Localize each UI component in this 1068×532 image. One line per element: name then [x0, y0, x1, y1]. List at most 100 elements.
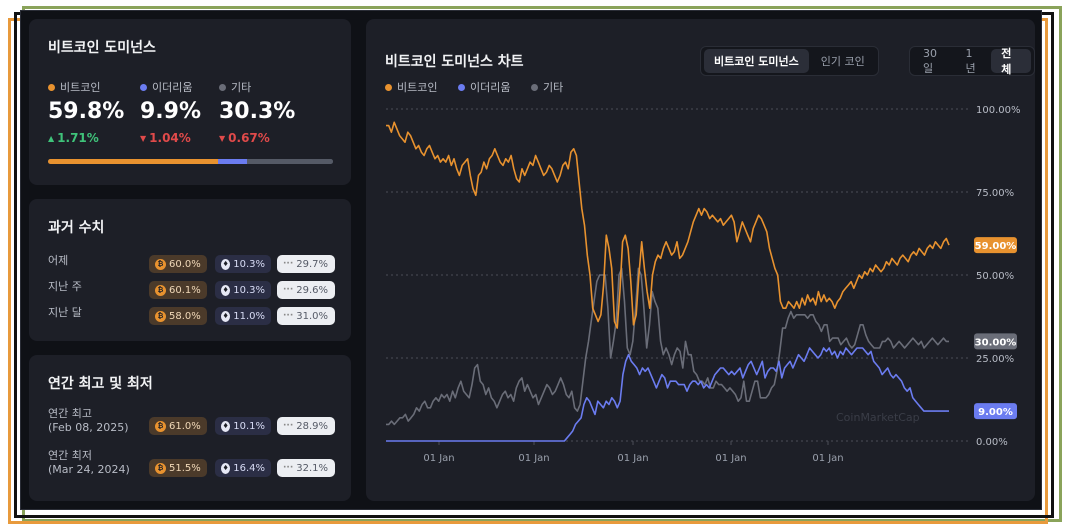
watermark-text: CoinMarketCap: [836, 411, 920, 424]
eth-dot-icon: [458, 83, 465, 91]
yearly-btc-pill-value: 51.5%: [169, 462, 201, 474]
eth-change: ▼ 1.04%: [140, 131, 191, 145]
history-other-icon: ···: [283, 259, 294, 269]
btc-dot-icon: [48, 83, 55, 91]
yearly-btc-pill: ₿ 51.5%: [149, 459, 207, 477]
yearly-other-icon: ···: [283, 421, 294, 431]
history-eth-pill-value: 10.3%: [233, 284, 265, 296]
yearly-row-label: 연간 최저 (Mar 24, 2024): [48, 449, 130, 476]
end-value-badge: [974, 333, 1017, 350]
y-tick-label: 75.00%: [976, 188, 1014, 199]
chart-legend-other: 기타: [531, 79, 563, 95]
legend-eth-label: 이더리움: [152, 81, 193, 94]
legend-btc: 비트코인: [48, 79, 100, 95]
yearly-eth-pill-value: 10.1%: [233, 420, 265, 432]
history-other-icon: ···: [283, 311, 294, 321]
history-other-pill: ··· 31.0%: [277, 307, 335, 325]
chart-legend-other-label: 기타: [543, 81, 564, 94]
history-other-pill: ··· 29.6%: [277, 281, 335, 299]
history-other-pill-value: 31.0%: [296, 310, 329, 322]
series-line-eth: [386, 347, 949, 442]
yearly-btc-pill: ₿ 61.0%: [149, 417, 207, 435]
yearly-row-label: 연간 최고 (Feb 08, 2025): [48, 407, 129, 434]
yearly-btc-icon: ₿: [155, 462, 166, 474]
x-tick-label: 01 Jan: [518, 453, 549, 464]
x-tick-label: 01 Jan: [812, 453, 843, 464]
chart-type-tabs: 비트코인 도미넌스 인기 코인: [700, 46, 879, 76]
series-line-btc: [386, 121, 950, 329]
share-bar-btc: [48, 159, 219, 164]
dominance-widget: 비트코인 도미넌스 비트코인 이더리움 기타 59.8% 9.9% 30.3% …: [20, 10, 1042, 510]
x-tick-label: 01 Jan: [423, 453, 454, 464]
history-other-pill-value: 29.6%: [296, 284, 329, 296]
other-change: ▼ 0.67%: [219, 131, 270, 145]
eth-dot-icon: [140, 83, 147, 91]
other-dot-icon: [219, 83, 226, 91]
chart-card: 비트코인 도미넌스 차트 비트코인 이더리움 기타 비트코인 도미넌스 인기 코…: [366, 19, 1035, 501]
dominance-title: 비트코인 도미넌스: [48, 40, 156, 56]
history-row-label: 지난 주: [48, 280, 82, 293]
chart-legend-btc: 비트코인: [385, 79, 437, 95]
range-1y[interactable]: 1년: [965, 46, 976, 75]
history-row-label: 지난 달: [48, 306, 82, 319]
end-value-badge: [974, 403, 1017, 420]
history-eth-icon: ♦: [221, 284, 231, 296]
yearly-eth-icon: ♦: [221, 462, 231, 474]
history-row-label: 어제: [48, 254, 69, 267]
history-eth-pill: ♦ 11.0%: [215, 307, 271, 325]
yearly-other-pill: ··· 28.9%: [277, 417, 335, 435]
chart-legend-eth-label: 이더리움: [470, 81, 511, 94]
x-tick-label: 01 Jan: [617, 453, 648, 464]
yearly-card: 연간 최고 및 최저 연간 최고 (Feb 08, 2025) ₿ 61.0% ♦ 10.…: [29, 355, 351, 501]
yearly-btc-icon: ₿: [155, 420, 166, 432]
history-eth-pill-value: 10.3%: [233, 258, 265, 270]
chart-legend-btc-label: 비트코인: [397, 81, 438, 94]
yearly-eth-pill-value: 16.4%: [233, 462, 265, 474]
history-btc-icon: ₿: [155, 258, 166, 270]
triangle-down-icon: ▼: [219, 133, 226, 143]
history-btc-pill: ₿ 60.0%: [149, 255, 207, 273]
history-btc-pill-value: 58.0%: [169, 310, 201, 322]
history-btc-icon: ₿: [155, 284, 166, 296]
triangle-up-icon: ▲: [48, 133, 55, 143]
y-tick-label: 100.00%: [976, 105, 1021, 116]
y-tick-label: 25.00%: [976, 354, 1014, 365]
history-eth-pill: ♦ 10.3%: [215, 255, 271, 273]
end-value-label: 59.00%: [975, 241, 1017, 252]
history-btc-pill: ₿ 58.0%: [149, 307, 207, 325]
other-change-value: 0.67%: [228, 131, 270, 145]
btc-dot-icon: [385, 83, 392, 91]
y-tick-label: 50.00%: [976, 271, 1014, 282]
btc-change-value: 1.71%: [57, 131, 99, 145]
y-tick-label: 0.00%: [976, 437, 1008, 448]
history-eth-icon: ♦: [221, 310, 231, 322]
yearly-other-pill-value: 28.9%: [296, 420, 329, 432]
history-eth-pill: ♦ 10.3%: [215, 281, 271, 299]
history-eth-icon: ♦: [221, 258, 231, 270]
x-tick-label: 01 Jan: [715, 453, 746, 464]
history-title: 과거 수치: [48, 220, 105, 236]
legend-other: 기타: [219, 79, 251, 95]
end-value-label: 30.00%: [975, 337, 1017, 348]
history-other-pill: ··· 29.7%: [277, 255, 335, 273]
yearly-title: 연간 최고 및 최저: [48, 376, 153, 392]
dominance-share-bar: [48, 159, 333, 164]
btc-dominance-value: 59.8%: [48, 99, 125, 124]
tab-btc-dominance[interactable]: 비트코인 도미넌스: [704, 49, 809, 73]
chart-legend-eth: 이더리움: [458, 79, 510, 95]
legend-btc-label: 비트코인: [60, 81, 101, 94]
other-dot-icon: [531, 83, 538, 91]
history-btc-pill: ₿ 60.1%: [149, 281, 207, 299]
range-30d[interactable]: 30일: [923, 46, 937, 75]
history-btc-pill-value: 60.1%: [169, 284, 201, 296]
yearly-eth-icon: ♦: [221, 420, 231, 432]
yearly-eth-pill: ♦ 16.4%: [215, 459, 271, 477]
range-all[interactable]: 전체: [991, 47, 1031, 76]
btc-change: ▲ 1.71%: [48, 131, 99, 145]
yearly-other-icon: ···: [283, 463, 294, 473]
history-other-icon: ···: [283, 285, 294, 295]
yearly-eth-pill: ♦ 10.1%: [215, 417, 271, 435]
dominance-card: 비트코인 도미넌스 비트코인 이더리움 기타 59.8% 9.9% 30.3% …: [29, 19, 351, 185]
legend-eth: 이더리움: [140, 79, 192, 95]
tab-popular-coins[interactable]: 인기 코인: [820, 55, 865, 68]
